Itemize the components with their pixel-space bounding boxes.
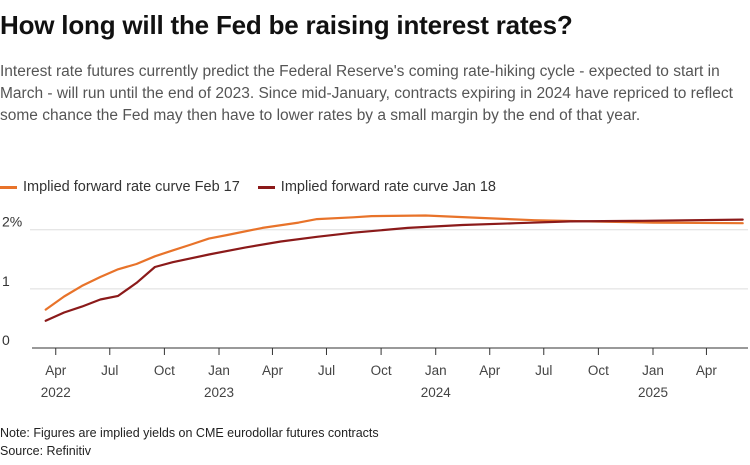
gridlines (30, 229, 748, 349)
y-tick-label: 2% (2, 214, 22, 230)
x-axis: Apr 2022 Jul Oct Jan 2023 Apr Jul Oct Jan 2024 Apr J… (41, 348, 718, 400)
x-tick-label: Oct (371, 363, 392, 378)
x-tick-label: Apr (479, 363, 501, 378)
x-tick-label: Jul (535, 363, 552, 378)
x-tick-label: Apr (696, 363, 718, 378)
x-year-label: 2024 (421, 385, 452, 400)
legend: Implied forward rate curve Feb 17 Implie… (0, 176, 514, 198)
legend-label-jan18: Implied forward rate curve Jan 18 (280, 179, 496, 195)
x-tick-label: Jul (101, 363, 118, 378)
x-year-label: 2022 (41, 385, 71, 400)
x-tick-label: Oct (154, 363, 175, 378)
y-tick-label: 1 (2, 273, 10, 289)
x-tick-label: Jan (425, 363, 447, 378)
x-tick-label: Apr (45, 363, 67, 378)
x-tick-label: Jan (208, 363, 230, 378)
x-tick-label: Apr (262, 363, 284, 378)
x-tick-label: Oct (588, 363, 609, 378)
legend-item-jan18: Implied forward rate curve Jan 18 (257, 179, 496, 195)
legend-swatch-feb17 (0, 185, 17, 189)
y-tick-label: 0 (2, 332, 10, 348)
x-year-label: 2025 (638, 385, 668, 400)
series-lines (44, 214, 744, 322)
x-tick-label: Jan (642, 363, 664, 378)
chart-note: Note: Figures are implied yields on CME … (0, 426, 379, 440)
chart-subtitle: Interest rate futures currently predict … (0, 63, 733, 124)
line-chart: Apr 2022 Jul Oct Jan 2023 Apr Jul Oct Jan 2024 Apr J… (2, 214, 748, 400)
series-line-jan18 (44, 218, 744, 322)
x-year-label: 2023 (204, 385, 234, 400)
legend-swatch-jan18 (257, 185, 275, 189)
x-tick-label: Jul (318, 363, 335, 378)
series-line-feb17 (44, 214, 744, 311)
legend-label-feb17: Implied forward rate curve Feb 17 (23, 179, 240, 195)
chart-source: Source: Refinitiv (0, 444, 92, 458)
chart-title: How long will the Fed be raising interes… (0, 10, 573, 40)
y-axis-labels: 0 1 2% (2, 214, 22, 348)
legend-item-feb17: Implied forward rate curve Feb 17 (0, 179, 240, 195)
